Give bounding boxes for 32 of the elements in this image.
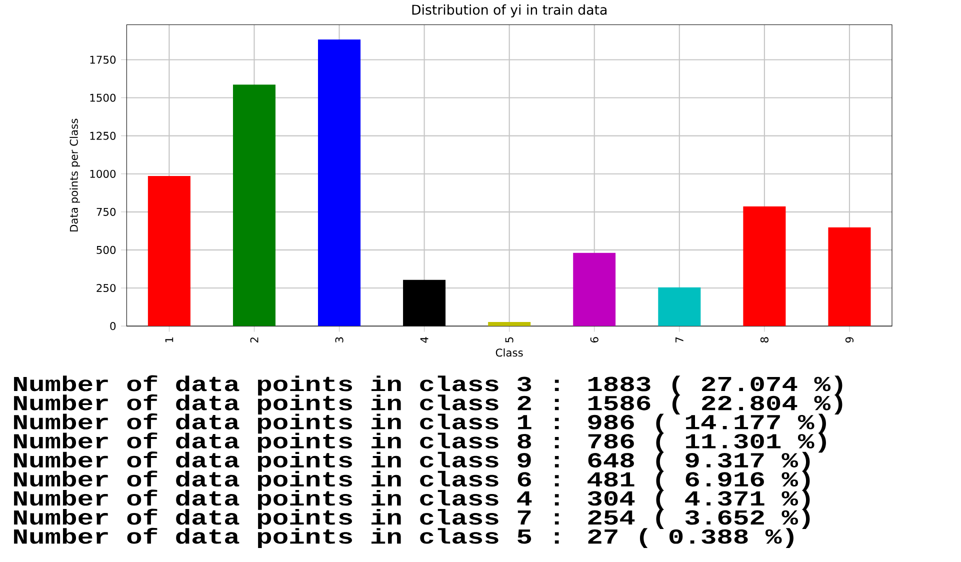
text: Number of data points in class 3 : 1883 ( 27.074 %): [14, 375, 842, 396]
y-tick-label: 750: [96, 208, 116, 216]
bar: [148, 176, 190, 326]
bar: [743, 206, 786, 326]
x-tick-label: 8: [760, 337, 768, 342]
x-tick-label: 1: [165, 337, 174, 342]
bar: [232, 84, 276, 326]
y-tick-label: 1000: [90, 170, 116, 178]
x-tick-label: 3: [335, 337, 344, 342]
chart-title: Distribution of yi in train data: [412, 4, 606, 18]
text: Number of data points in class 1 : 986 ( 14.177 %): [14, 413, 826, 434]
x-tick-label: 9: [845, 337, 854, 343]
y-tick-label: 500: [96, 246, 116, 254]
bar: [573, 252, 616, 326]
text: Number of data points in class 7 : 254 ( 3.652 %): [14, 508, 810, 529]
y-axis-title: Data points per Class: [70, 118, 80, 232]
bar: [828, 227, 871, 326]
x-axis-title: Class: [496, 348, 523, 357]
x-tick-label: 2: [250, 338, 258, 342]
bar: [488, 322, 531, 326]
y-tick-label: 1250: [90, 132, 116, 140]
y-tick-label: 1500: [90, 94, 116, 102]
x-tick-label: 7: [676, 337, 684, 342]
text: Number of data points in class 5 : 27 ( 0.388 %): [14, 528, 794, 548]
bar: [318, 39, 361, 326]
y-tick-label: 1750: [90, 56, 116, 64]
y-tick-label: 250: [96, 284, 116, 292]
y-tick-label: 0: [110, 322, 116, 330]
x-tick-label: 5: [505, 337, 514, 342]
x-tick-label: 4: [420, 337, 428, 343]
x-tick-label: 6: [590, 337, 598, 342]
bar: [658, 287, 701, 326]
